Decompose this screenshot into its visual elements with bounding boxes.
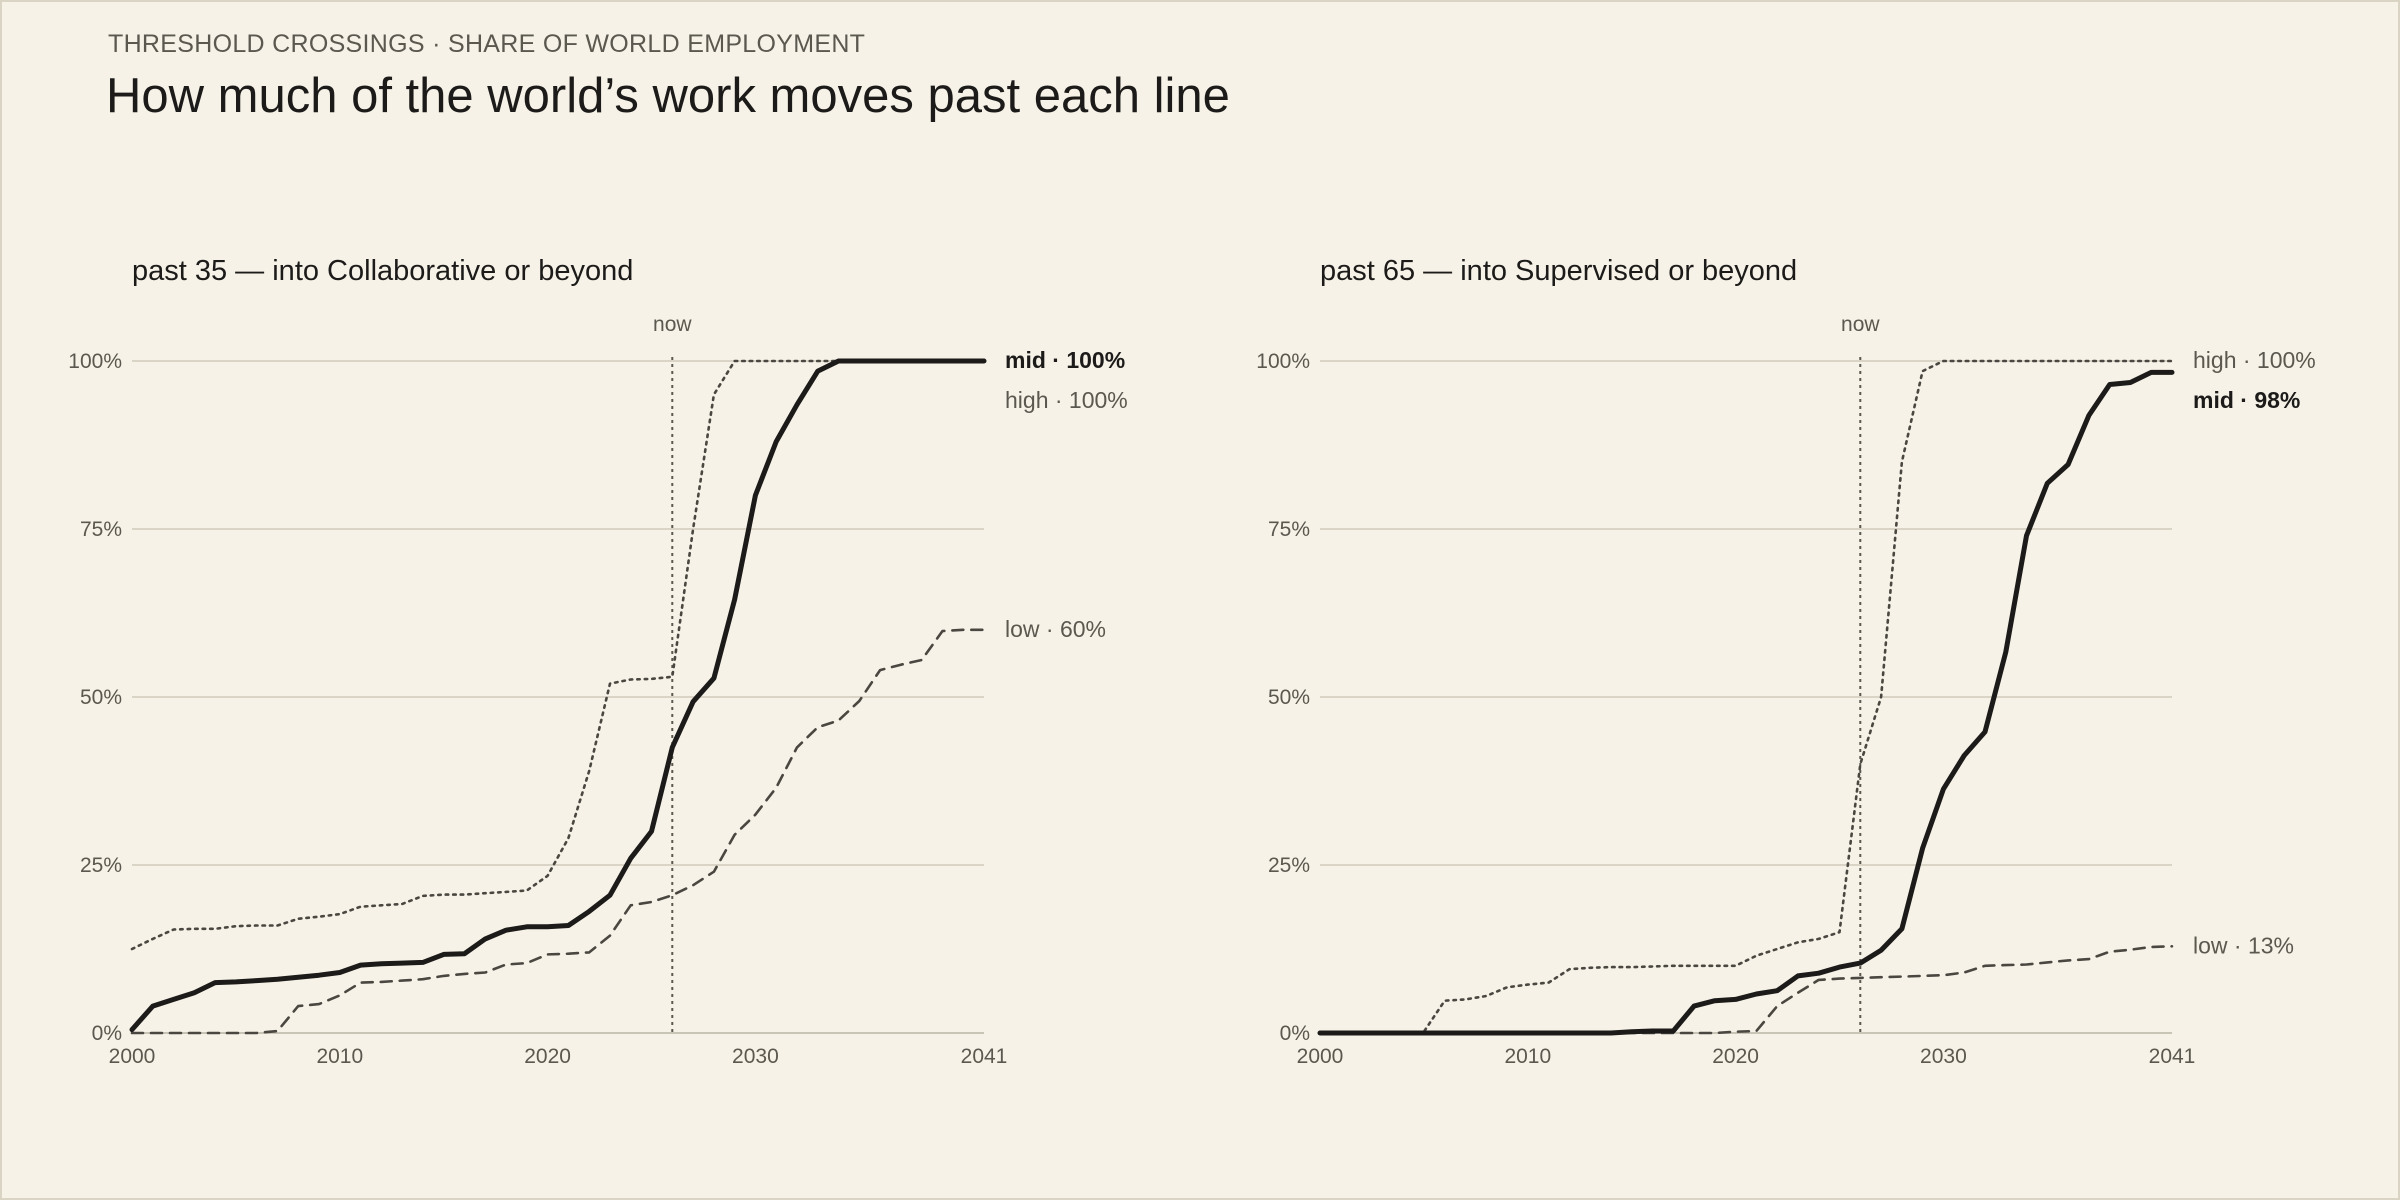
series-line-high xyxy=(1318,359,2174,1035)
panel-title: past 35 — into Collaborative or beyond xyxy=(132,255,633,287)
y-tick-label: 75% xyxy=(1268,518,1310,541)
x-tick-label: 2020 xyxy=(524,1045,571,1068)
end-label-high: high · 100% xyxy=(2193,347,2316,373)
end-label-mid: mid · 100% xyxy=(1005,347,1125,373)
end-label-mid: mid · 98% xyxy=(2193,387,2300,413)
series-line-low xyxy=(130,628,986,1035)
y-tick-label: 50% xyxy=(80,686,122,709)
y-tick-label: 100% xyxy=(1256,350,1310,373)
y-tick-label: 100% xyxy=(68,350,122,373)
y-tick-label: 25% xyxy=(1268,854,1310,877)
end-label-low: low · 13% xyxy=(2193,932,2294,958)
now-label: now xyxy=(653,313,692,336)
x-tick-label: 2041 xyxy=(961,1045,1008,1068)
x-tick-label: 2020 xyxy=(1712,1045,1759,1068)
x-tick-label: 2010 xyxy=(1504,1045,1551,1068)
figure-title: How much of the world’s work moves past … xyxy=(106,69,1230,123)
y-tick-label: 0% xyxy=(1280,1022,1310,1045)
series-line-mid xyxy=(1317,369,2175,1036)
x-tick-label: 2041 xyxy=(2149,1045,2196,1068)
y-tick-label: 50% xyxy=(1268,686,1310,709)
figure-kicker: THRESHOLD CROSSINGS · SHARE OF WORLD EMP… xyxy=(108,30,866,58)
y-tick-label: 0% xyxy=(92,1022,122,1045)
x-tick-label: 2030 xyxy=(732,1045,779,1068)
y-tick-label: 25% xyxy=(80,854,122,877)
series-line-high xyxy=(130,359,986,951)
y-tick-label: 75% xyxy=(80,518,122,541)
panel-title: past 65 — into Supervised or beyond xyxy=(1320,255,1797,287)
end-label-low: low · 60% xyxy=(1005,616,1106,642)
series-line-mid xyxy=(129,358,987,1033)
now-label: now xyxy=(1841,313,1880,336)
x-tick-label: 2000 xyxy=(1297,1045,1344,1068)
x-tick-label: 2010 xyxy=(316,1045,363,1068)
x-tick-label: 2000 xyxy=(109,1045,156,1068)
end-label-high: high · 100% xyxy=(1005,387,1128,413)
x-tick-label: 2030 xyxy=(1920,1045,1967,1068)
